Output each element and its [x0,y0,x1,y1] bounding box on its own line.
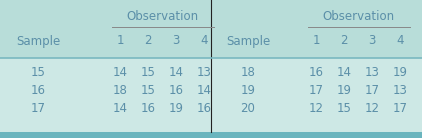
Text: 17: 17 [365,84,379,98]
Text: 14: 14 [113,103,127,116]
Text: Sample: Sample [226,34,270,47]
Text: Sample: Sample [16,34,60,47]
Text: 17: 17 [392,103,408,116]
Text: 18: 18 [241,67,255,79]
Text: 16: 16 [141,103,155,116]
Text: 16: 16 [30,84,46,98]
Text: 19: 19 [168,103,184,116]
Text: 17: 17 [30,103,46,116]
Text: 16: 16 [308,67,324,79]
Text: 3: 3 [172,34,180,47]
Text: 13: 13 [365,67,379,79]
Text: 13: 13 [197,67,211,79]
Text: Observation: Observation [126,10,198,22]
Text: 15: 15 [141,84,155,98]
Text: 2: 2 [340,34,348,47]
Text: 14: 14 [168,67,184,79]
Text: 13: 13 [392,84,407,98]
Text: 16: 16 [168,84,184,98]
Bar [0,132,422,138]
Text: 15: 15 [337,103,352,116]
Text: 19: 19 [336,84,352,98]
Bar [0,0,422,58]
Text: 12: 12 [365,103,379,116]
Text: 14: 14 [113,67,127,79]
Text: 15: 15 [141,67,155,79]
Text: Observation: Observation [322,10,394,22]
Text: 2: 2 [144,34,152,47]
Text: 12: 12 [308,103,324,116]
Text: 3: 3 [368,34,376,47]
Text: 14: 14 [197,84,211,98]
Text: 4: 4 [396,34,404,47]
Text: 19: 19 [241,84,255,98]
Text: 4: 4 [200,34,208,47]
Text: 18: 18 [113,84,127,98]
Text: 14: 14 [336,67,352,79]
Text: 16: 16 [197,103,211,116]
Text: 19: 19 [392,67,408,79]
Text: 15: 15 [30,67,46,79]
Text: 1: 1 [116,34,124,47]
Text: 17: 17 [308,84,324,98]
Text: 1: 1 [312,34,320,47]
Text: 20: 20 [241,103,255,116]
